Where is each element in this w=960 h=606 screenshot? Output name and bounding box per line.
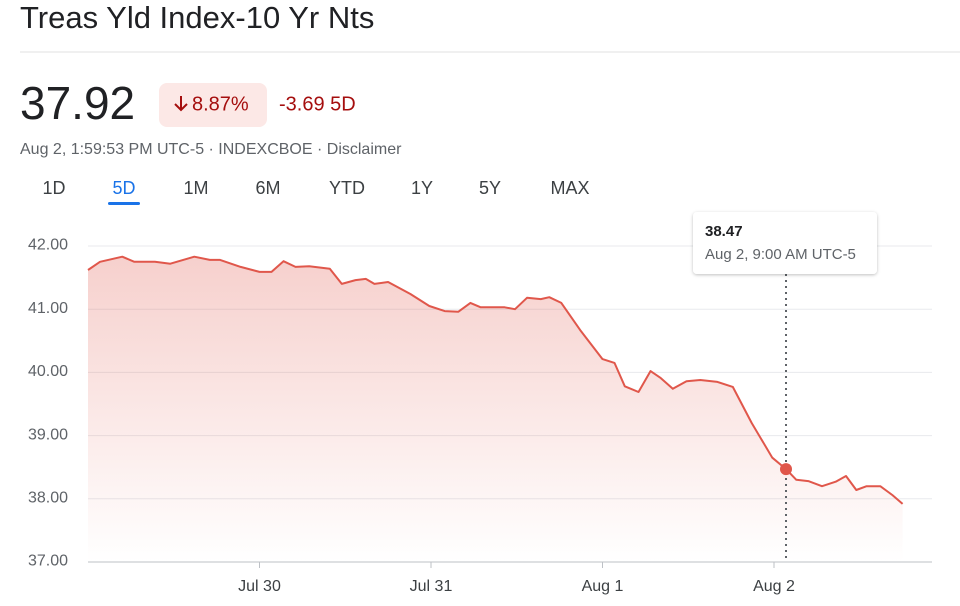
highlight-point [780,463,793,476]
range-tab[interactable]: 1Y [411,178,433,198]
range-tab[interactable]: 1D [42,178,65,198]
range-tabs: 1D 5D 1M 6M YTD 1Y 5Y MAX [42,178,590,205]
down-arrow-icon [174,96,188,112]
y-tick-label: 38.00 [28,490,68,507]
chart: 37.00 38.00 39.00 40.00 41.00 42.00 Jul 30 Jul … [28,212,932,595]
price-line [87,255,904,505]
tooltip-value: 38.47 [705,223,743,240]
y-tick-label: 41.00 [28,300,68,317]
page-title: Treas Yld Index-10 Yr Nts [20,0,374,35]
range-tab[interactable]: 5Y [479,178,501,198]
range-tab[interactable]: 5D [112,178,135,198]
change-percent: 8.87% [192,93,249,115]
y-tick-label: 37.00 [28,553,68,570]
x-tick-label: Jul 31 [410,578,453,595]
tooltip-time: Aug 2, 9:00 AM UTC-5 [705,246,856,263]
range-tab[interactable]: MAX [550,178,589,198]
range-tab[interactable]: 1M [183,178,208,198]
range-tab[interactable]: YTD [329,178,365,198]
change-value: -3.69 5D [279,93,356,115]
y-tick-label: 42.00 [28,237,68,254]
range-tab[interactable]: 6M [255,178,280,198]
y-tick-label: 39.00 [28,426,68,443]
area-fill [88,256,903,562]
quote-meta: Aug 2, 1:59:53 PM UTC-5 · INDEXCBOE · Di… [20,141,402,158]
x-tick-label: Jul 30 [238,578,281,595]
tooltip [693,212,877,274]
x-tick-label: Aug 1 [582,578,624,595]
price: 37.92 [20,77,135,129]
x-tick-label: Aug 2 [753,578,795,595]
tab-indicator [108,202,140,205]
change-badge [159,83,267,127]
y-tick-label: 40.00 [28,363,68,380]
